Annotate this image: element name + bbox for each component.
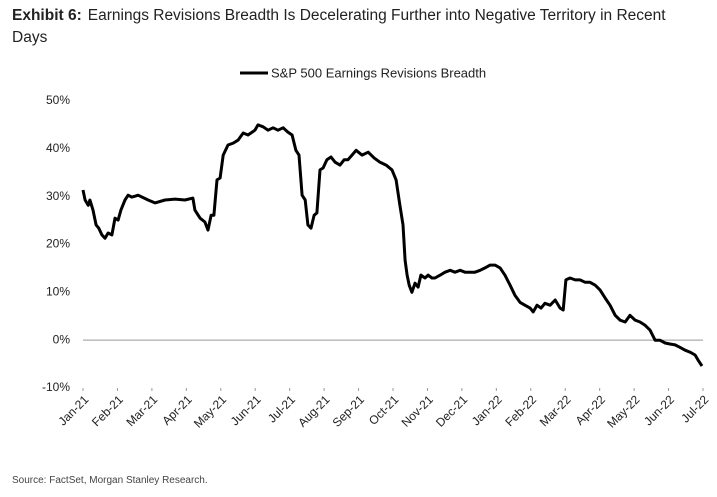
- x-tick-label: Nov-21: [399, 392, 436, 429]
- x-tick-label: Apr-22: [573, 392, 609, 428]
- y-tick-label: -10%: [42, 380, 70, 394]
- x-tick-label: Apr-21: [159, 392, 195, 428]
- x-tick-label: Jul-21: [265, 392, 298, 425]
- series-line: [81, 123, 704, 367]
- x-tick-label: May-22: [604, 392, 642, 430]
- x-tick-label: Dec-21: [433, 392, 470, 429]
- legend: S&P 500 Earnings Revisions Breadth: [240, 65, 486, 80]
- chart-title: Exhibit 6: Earnings Revisions Breadth Is …: [12, 5, 702, 49]
- legend-label: S&P 500 Earnings Revisions Breadth: [271, 65, 486, 80]
- y-tick-label: 20%: [46, 237, 70, 251]
- x-tick-label: Jun-22: [641, 392, 677, 428]
- y-tick-label: 50%: [46, 93, 70, 107]
- x-tick-label: Oct-21: [366, 392, 402, 428]
- x-tick-label: Sep-21: [330, 392, 367, 429]
- x-tick-label: May-21: [191, 392, 229, 430]
- x-tick-label: Jan-22: [469, 392, 505, 428]
- exhibit-label: Exhibit 6:: [12, 7, 82, 24]
- x-tick-label: Feb-21: [89, 392, 126, 429]
- title-text: Earnings Revisions Breadth Is Decelerati…: [12, 7, 666, 46]
- y-tick-label: 10%: [46, 285, 70, 299]
- y-tick-label: 30%: [46, 189, 70, 203]
- x-tick-label: Aug-21: [295, 392, 332, 429]
- x-tick-label: Jul-22: [678, 392, 711, 425]
- x-tick-label: Jun-21: [228, 392, 264, 428]
- y-tick-label: 0%: [53, 332, 71, 346]
- x-tick-label: Jan-21: [56, 392, 92, 428]
- x-tick-label: Mar-22: [537, 392, 574, 429]
- x-tick-label: Mar-21: [123, 392, 160, 429]
- source-note: Source: FactSet, Morgan Stanley Research…: [12, 475, 208, 486]
- y-tick-label: 40%: [46, 141, 70, 155]
- x-tick-label: Feb-22: [502, 392, 539, 429]
